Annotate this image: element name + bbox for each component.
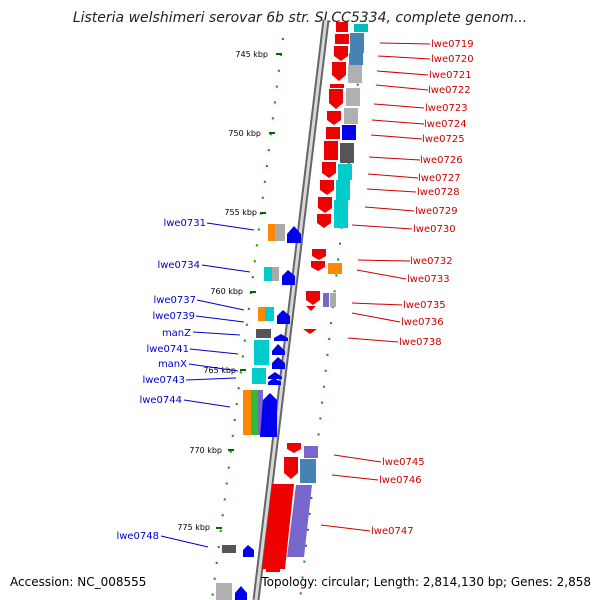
gene-lwe0737 bbox=[258, 307, 265, 321]
scale-label: 760 kbp bbox=[210, 287, 243, 296]
gene-label[interactable]: lwe0748 bbox=[116, 531, 159, 542]
scale-ticks bbox=[216, 53, 282, 529]
gene-label[interactable]: lwe0726 bbox=[420, 155, 463, 166]
gene-lwe0736 bbox=[306, 306, 316, 311]
scale-label: 775 kbp bbox=[177, 523, 210, 532]
gene-features-top bbox=[336, 22, 368, 32]
scale-label: 770 kbp bbox=[189, 446, 222, 455]
gene-label[interactable]: manZ bbox=[162, 328, 191, 339]
gene-label[interactable]: lwe0736 bbox=[401, 317, 444, 328]
gene-lwe0726 bbox=[324, 141, 338, 160]
gene-label[interactable]: lwe0720 bbox=[431, 54, 474, 65]
gene-label[interactable]: lwe0734 bbox=[157, 260, 200, 271]
gene-lwe0730 bbox=[317, 214, 331, 228]
right-leader-lines bbox=[320, 42, 431, 532]
gene-lwe0748 bbox=[222, 545, 236, 553]
gene-lwe0720 bbox=[334, 46, 348, 61]
map-title: Listeria welshimeri serovar 6b str. SLCC… bbox=[72, 10, 528, 26]
gene-lwe0745b bbox=[284, 457, 298, 479]
gene-label[interactable]: lwe0729 bbox=[415, 206, 458, 217]
gene-lwe0731 bbox=[268, 224, 275, 241]
gene-lwe0722 bbox=[330, 84, 344, 88]
scale-label: 750 kbp bbox=[228, 129, 261, 138]
gene-manX bbox=[252, 368, 266, 384]
gene-label[interactable]: lwe0719 bbox=[431, 39, 474, 50]
gene-label[interactable]: manX bbox=[158, 359, 187, 370]
gene-label[interactable]: lwe0738 bbox=[399, 337, 442, 348]
gene-lwe0745 bbox=[287, 443, 301, 453]
left-gene-labels: lwe0731 lwe0734 lwe0737 lwe0739 manZ lwe… bbox=[116, 218, 206, 542]
gene-label[interactable]: lwe0746 bbox=[379, 475, 422, 486]
scale-label: 745 kbp bbox=[235, 50, 268, 59]
gene-label[interactable]: lwe0722 bbox=[428, 85, 471, 96]
gene-lwe0729 bbox=[318, 197, 332, 213]
gene-manZ bbox=[256, 329, 271, 338]
gene-lwe0732 bbox=[312, 249, 326, 260]
scale-label: 755 kbp bbox=[224, 208, 257, 217]
gene-label[interactable]: lwe0732 bbox=[410, 256, 453, 267]
gene-label[interactable]: lwe0728 bbox=[417, 187, 460, 198]
gene-label[interactable]: lwe0745 bbox=[382, 457, 425, 468]
gene-label[interactable]: lwe0737 bbox=[153, 295, 196, 306]
gene-lwe0739 bbox=[265, 307, 274, 321]
gene-lwe0725 bbox=[326, 127, 340, 139]
gene-lwe0727 bbox=[322, 162, 336, 178]
forward-strand-genes bbox=[262, 34, 349, 572]
gene-lwe0721 bbox=[332, 62, 346, 81]
gene-label[interactable]: lwe0733 bbox=[407, 274, 450, 285]
gene-label[interactable]: lwe0723 bbox=[425, 103, 468, 114]
scale-labels: 745 kbp 750 kbp 755 kbp 760 kbp 765 kbp … bbox=[177, 50, 268, 532]
scale-label: 765 kbp bbox=[203, 366, 236, 375]
right-gene-labels: lwe0719 lwe0720 lwe0721 lwe0722 lwe0723 … bbox=[371, 39, 474, 537]
gene-lwe0738 bbox=[303, 329, 317, 334]
gene-label[interactable]: lwe0735 bbox=[403, 300, 446, 311]
gene-lwe0728 bbox=[320, 180, 334, 195]
gene-lwe0723 bbox=[329, 89, 343, 109]
gene-lwe0724 bbox=[327, 111, 341, 125]
gene-label[interactable]: lwe0721 bbox=[429, 70, 472, 81]
gene-label[interactable]: lwe0743 bbox=[142, 375, 185, 386]
genome-backbone bbox=[252, 19, 330, 600]
gene-lwe0735 bbox=[306, 291, 320, 305]
gene-lwe0744 bbox=[243, 390, 251, 435]
reverse-strand-genes bbox=[216, 224, 301, 600]
gene-lwe0743 bbox=[268, 378, 281, 385]
gene-lwe0734 bbox=[264, 267, 272, 281]
left-leader-lines bbox=[160, 222, 255, 548]
gene-label[interactable]: lwe0747 bbox=[371, 526, 414, 537]
genome-summary-text: Topology: circular; Length: 2,814,130 bp… bbox=[261, 575, 591, 589]
gene-label[interactable]: lwe0724 bbox=[424, 119, 467, 130]
gene-lwe0747 bbox=[262, 484, 294, 569]
gene-label[interactable]: lwe0730 bbox=[413, 224, 456, 235]
forward-cog-boxes bbox=[287, 33, 364, 557]
gene-lwe0733 bbox=[311, 261, 325, 271]
gene-lwe0719 bbox=[335, 34, 349, 44]
gene-label[interactable]: lwe0741 bbox=[146, 344, 189, 355]
gene-label[interactable]: lwe0727 bbox=[418, 173, 461, 184]
gene-label[interactable]: lwe0739 bbox=[152, 311, 195, 322]
gene-lwe0741 bbox=[254, 340, 269, 365]
gene-label[interactable]: lwe0731 bbox=[163, 218, 206, 229]
accession-text: Accession: NC_008555 bbox=[10, 575, 147, 589]
gene-label[interactable]: lwe0744 bbox=[139, 395, 182, 406]
gene-lwe0749 bbox=[266, 563, 280, 572]
gene-label[interactable]: lwe0725 bbox=[422, 134, 465, 145]
